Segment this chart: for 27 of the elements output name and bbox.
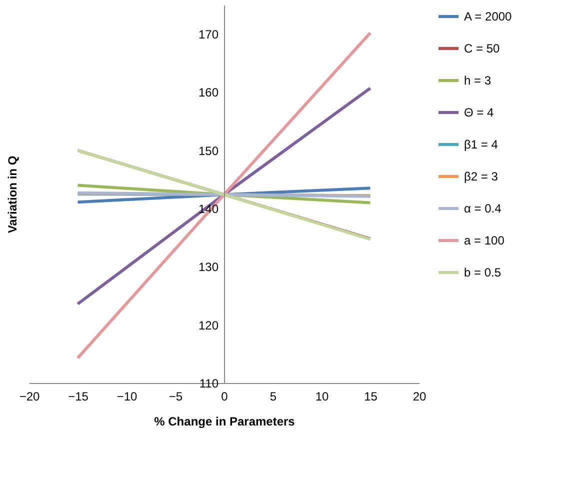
y-tick-label: 170 <box>198 28 219 42</box>
legend-label: h = 3 <box>464 74 492 88</box>
x-tick-label: 10 <box>315 390 329 404</box>
legend-label: α = 0.4 <box>464 202 502 216</box>
y-tick-label: 120 <box>198 318 219 332</box>
legend-label: a = 100 <box>464 234 505 248</box>
y-tick-label: 110 <box>199 376 219 390</box>
x-tick-label: −20 <box>19 390 40 404</box>
x-tick-label: −15 <box>68 390 89 404</box>
y-tick-label: 150 <box>198 144 219 158</box>
legend-label: b = 0.5 <box>464 266 502 280</box>
x-tick-label: 0 <box>221 390 228 404</box>
legend-label: β1 = 4 <box>464 138 498 152</box>
y-tick-label: 160 <box>198 86 219 100</box>
x-tick-label: −10 <box>116 390 138 404</box>
x-tick-label: 15 <box>364 390 378 404</box>
y-tick-label: 140 <box>198 202 219 216</box>
legend-label: Θ = 4 <box>464 106 494 120</box>
x-axis-title: % Change in Parameters <box>154 414 296 428</box>
y-tick-label: 130 <box>198 260 219 274</box>
y-axis-title: Variation in Q <box>6 156 20 234</box>
legend-label: β2 = 3 <box>464 170 498 184</box>
x-tick-label: −5 <box>168 390 183 404</box>
legend-label: C = 50 <box>464 42 500 56</box>
x-tick-label: 20 <box>412 390 426 404</box>
legend-label: A = 2000 <box>464 10 512 24</box>
x-tick-label: 5 <box>270 390 277 404</box>
